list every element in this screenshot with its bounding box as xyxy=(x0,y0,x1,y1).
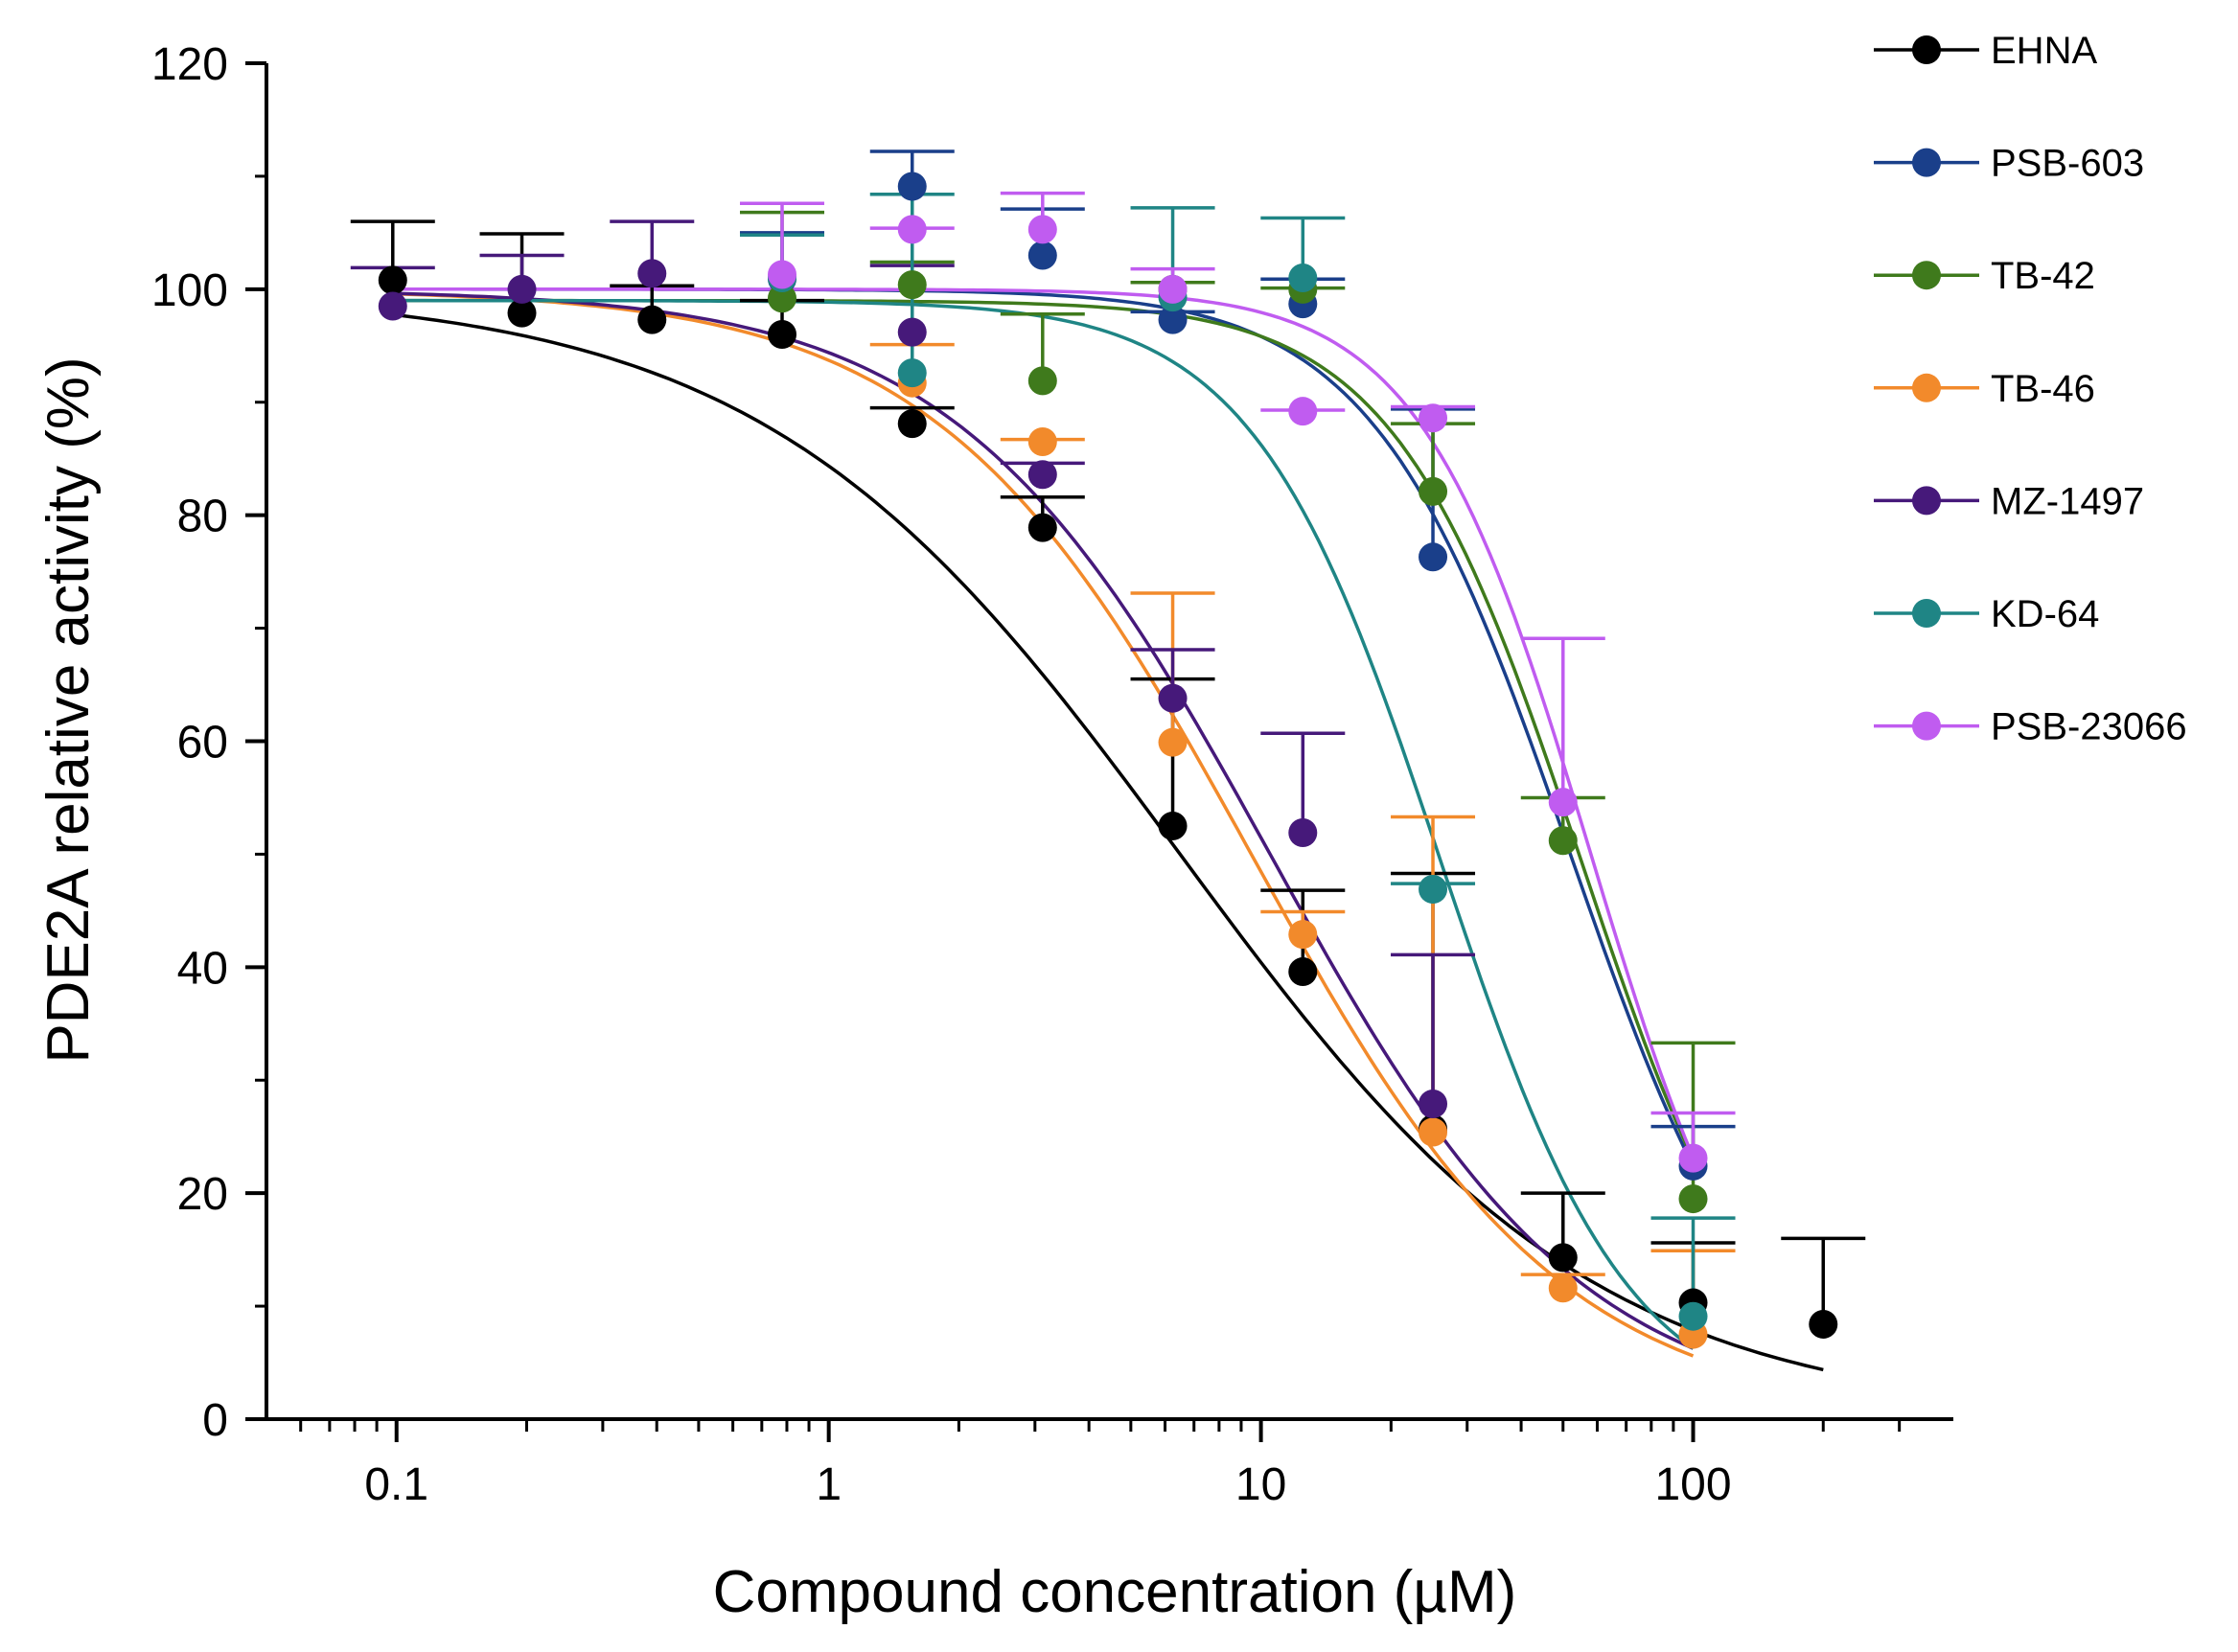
data-point-EHNA xyxy=(768,320,797,349)
legend-label: EHNA xyxy=(1991,30,2097,72)
legend-marker xyxy=(1912,599,1941,628)
data-point-EHNA xyxy=(507,298,537,328)
legend-marker xyxy=(1912,261,1941,290)
x-axis-title: Compound concentration (µM) xyxy=(713,1559,1517,1625)
data-point-EHNA xyxy=(1027,513,1057,542)
data-point-TB-46 xyxy=(1158,727,1188,757)
legend-item-TB-42: TB-42 xyxy=(1874,255,2095,297)
data-point-EHNA xyxy=(1548,1243,1578,1273)
data-point-PSB-603 xyxy=(1158,305,1188,334)
data-point-TB-42 xyxy=(1548,826,1578,856)
legend-label: MZ-1497 xyxy=(1991,480,2144,522)
legend-marker xyxy=(1912,373,1941,402)
y-tick-label: 40 xyxy=(177,943,228,994)
data-point-MZ-1497 xyxy=(1288,818,1318,848)
data-point-TB-46 xyxy=(1419,1117,1448,1147)
legend: EHNA PSB-603 TB-42 TB-46 MZ-1497 KD-64 PSB-230… xyxy=(1874,30,2187,748)
data-point-EHNA xyxy=(1288,957,1318,987)
data-point-PSB-23066 xyxy=(1419,403,1448,433)
x-tick-label: 0.1 xyxy=(364,1459,428,1510)
data-point-MZ-1497 xyxy=(378,291,407,321)
data-point-PSB-23066 xyxy=(1678,1143,1708,1173)
legend-marker xyxy=(1912,486,1941,516)
x-tick-label: 100 xyxy=(1654,1459,1731,1510)
data-point-PSB-603 xyxy=(897,172,927,201)
data-point-PSB-23066 xyxy=(1548,788,1578,817)
data-point-TB-46 xyxy=(1548,1273,1578,1303)
data-point-KD-64 xyxy=(1678,1301,1708,1331)
y-tick-label: 100 xyxy=(151,265,228,316)
y-tick-label: 80 xyxy=(177,492,228,542)
legend-item-PSB-603: PSB-603 xyxy=(1874,143,2144,185)
data-point-PSB-23066 xyxy=(768,260,797,289)
y-tick-label: 20 xyxy=(177,1169,228,1220)
error-bars xyxy=(350,149,1866,1335)
y-tick-label: 120 xyxy=(151,39,228,90)
data-point-PSB-23066 xyxy=(1158,274,1188,304)
data-point-KD-64 xyxy=(1288,264,1318,293)
y-axis-title: PDE2A relative activity (%) xyxy=(35,356,102,1063)
data-point-MZ-1497 xyxy=(1027,460,1057,490)
x-tick-label: 10 xyxy=(1235,1459,1286,1510)
legend-marker xyxy=(1912,35,1941,64)
fit-curves xyxy=(392,287,1824,1372)
data-point-EHNA xyxy=(1158,811,1188,840)
y-tick-label: 0 xyxy=(202,1395,228,1446)
data-point-EHNA xyxy=(897,409,927,439)
fit-curve-PSB-603 xyxy=(392,287,1696,1167)
legend-item-PSB-23066: PSB-23066 xyxy=(1874,706,2187,748)
data-point-PSB-23066 xyxy=(897,215,927,244)
data-point-TB-46 xyxy=(1027,427,1057,457)
data-point-PSB-23066 xyxy=(1288,397,1318,426)
legend-marker xyxy=(1912,148,1941,177)
data-point-PSB-603 xyxy=(1419,542,1448,572)
legend-label: PSB-603 xyxy=(1991,143,2144,185)
axes: 0 20 40 60 80 100 120 0.1 1 10 100 xyxy=(151,39,1953,1510)
x-tick-label: 1 xyxy=(816,1459,842,1510)
legend-label: KD-64 xyxy=(1991,593,2099,635)
y-tick-label: 60 xyxy=(177,718,228,769)
fit-curve-EHNA xyxy=(392,312,1824,1372)
legend-item-EHNA: EHNA xyxy=(1874,30,2097,72)
data-point-KD-64 xyxy=(897,358,927,388)
data-points xyxy=(378,172,1838,1349)
data-point-TB-42 xyxy=(1027,366,1057,396)
legend-item-TB-46: TB-46 xyxy=(1874,368,2095,410)
data-point-KD-64 xyxy=(1419,874,1448,904)
data-point-TB-42 xyxy=(768,284,797,313)
legend-label: TB-42 xyxy=(1991,255,2095,297)
data-point-MZ-1497 xyxy=(897,317,927,347)
data-point-MZ-1497 xyxy=(1419,1090,1448,1119)
legend-item-KD-64: KD-64 xyxy=(1874,593,2099,635)
data-point-PSB-603 xyxy=(1027,241,1057,270)
data-point-TB-42 xyxy=(1419,476,1448,506)
data-point-MZ-1497 xyxy=(637,259,667,288)
data-point-EHNA xyxy=(637,305,667,334)
data-point-TB-42 xyxy=(1678,1184,1708,1214)
legend-item-MZ-1497: MZ-1497 xyxy=(1874,480,2144,522)
legend-marker xyxy=(1912,711,1941,741)
fit-curve-PSB-23066 xyxy=(392,287,1696,1159)
data-point-TB-46 xyxy=(1288,920,1318,950)
legend-label: PSB-23066 xyxy=(1991,706,2187,748)
legend-label: TB-46 xyxy=(1991,368,2095,410)
data-point-EHNA xyxy=(378,265,407,295)
data-point-EHNA xyxy=(1809,1309,1838,1339)
fit-curve-KD-64 xyxy=(392,298,1695,1350)
data-point-MZ-1497 xyxy=(507,274,537,304)
data-point-PSB-23066 xyxy=(1027,215,1057,244)
data-point-TB-42 xyxy=(897,270,927,300)
data-point-MZ-1497 xyxy=(1158,683,1188,713)
